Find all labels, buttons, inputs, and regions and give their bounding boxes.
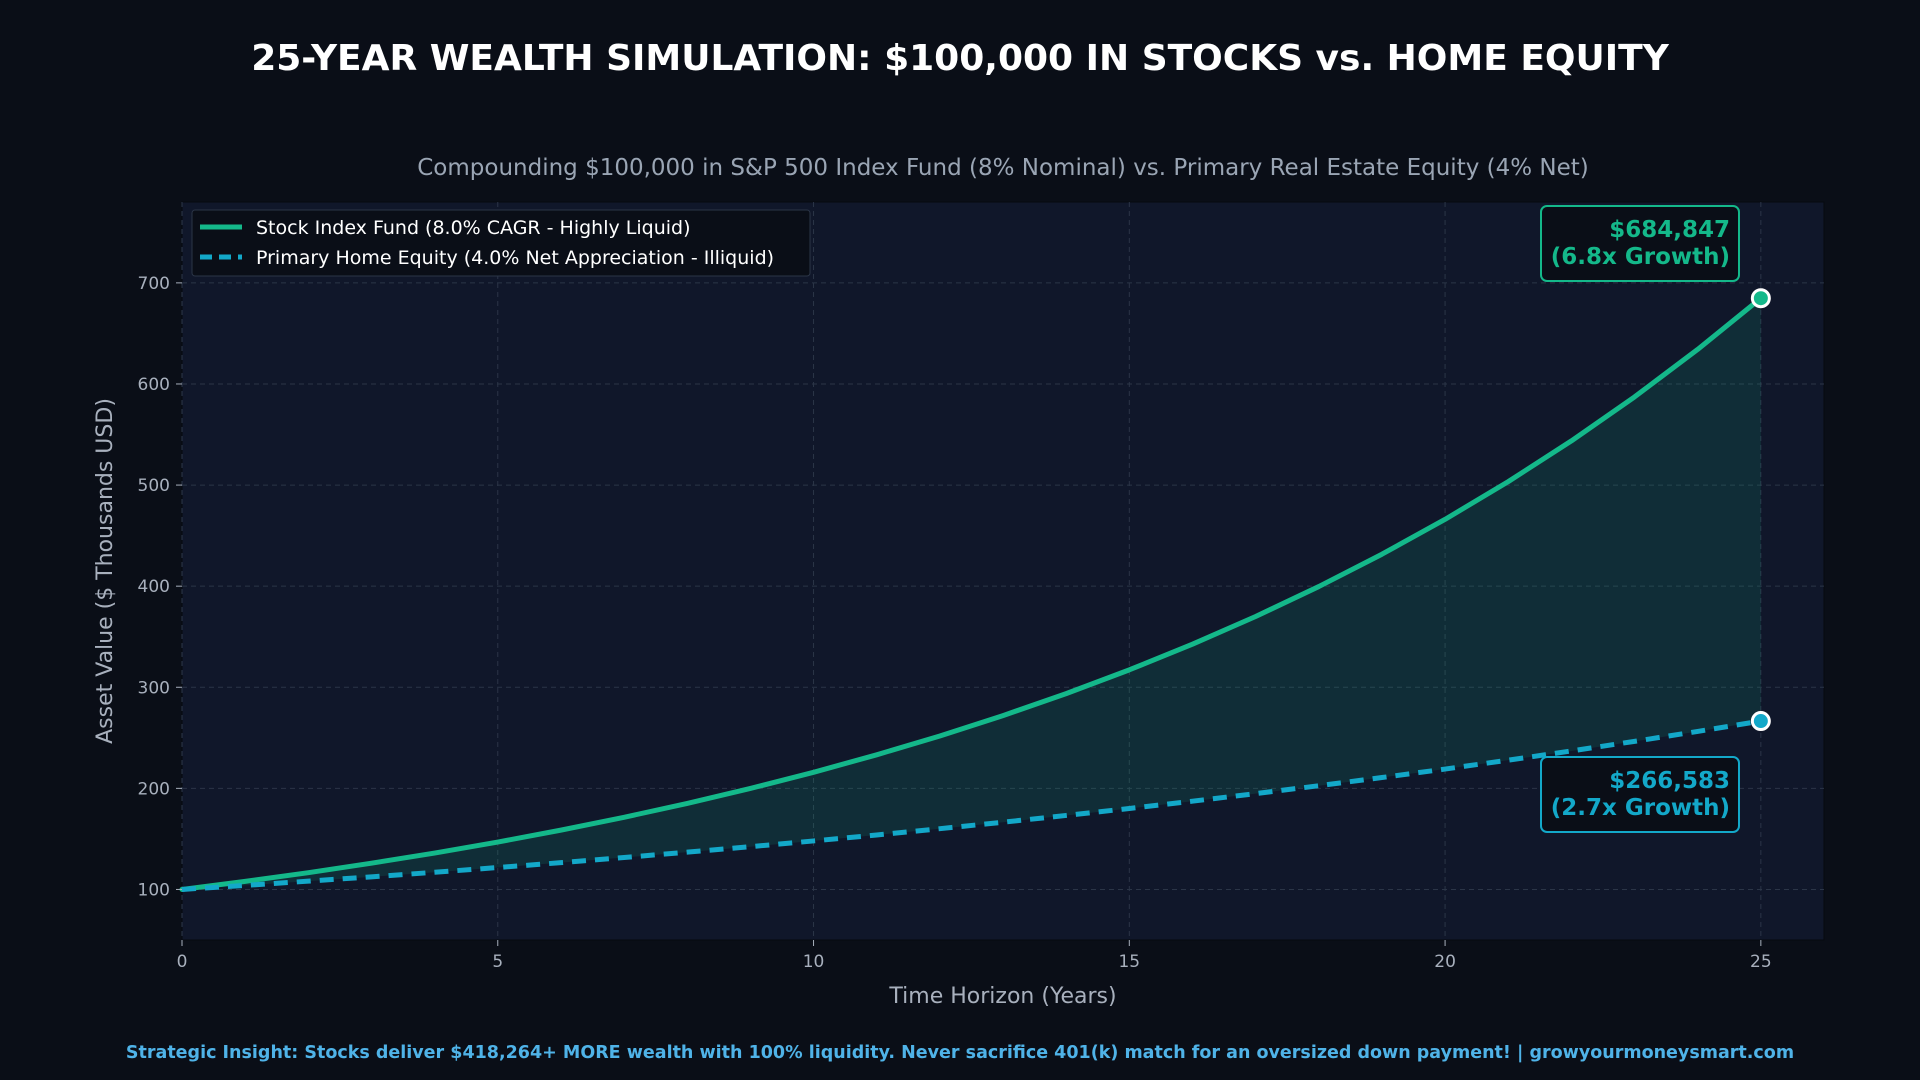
annotation-stock: $684,847 (6.8x Growth)	[1540, 205, 1740, 282]
legend-box	[191, 209, 811, 277]
x-tick-label-0: 0	[177, 952, 188, 972]
chart-subtitle: Compounding $100,000 in S&P 500 Index Fu…	[417, 155, 1589, 181]
footer-insight: Strategic Insight: Stocks deliver $418,2…	[126, 1043, 1794, 1063]
series-lines	[179, 295, 1764, 892]
series-line-home	[181, 718, 1762, 892]
legend-label-home: Primary Home Equity (4.0% Net Appreciati…	[256, 247, 774, 269]
annotation-growth-stock: (6.8x Growth)	[1551, 244, 1730, 270]
legend: Stock Index Fund (8.0% CAGR - Highly Liq…	[191, 209, 811, 277]
end-marker-home	[1750, 711, 1771, 732]
x-tick-label-25: 25	[1750, 952, 1772, 972]
y-tick-label-700: 700	[138, 274, 170, 294]
annotation-home: $266,583 (2.7x Growth)	[1540, 756, 1740, 833]
x-tick-label-20: 20	[1434, 952, 1456, 972]
x-tick-label-5: 5	[492, 952, 503, 972]
area-fill	[182, 298, 1761, 890]
y-tick-label-200: 200	[138, 779, 170, 799]
legend-label-stock: Stock Index Fund (8.0% CAGR - Highly Liq…	[256, 217, 691, 239]
y-tick-label-300: 300	[138, 678, 170, 698]
y-tick-label-400: 400	[138, 577, 170, 597]
end-markers	[1750, 288, 1771, 732]
y-axis-label: Asset Value ($ Thousands USD)	[93, 398, 118, 744]
y-tick-label-500: 500	[138, 476, 170, 496]
axis-ticks: 0 5 10 15 20 25 100 200 300 400 500 600 700	[138, 274, 1772, 972]
annotation-growth-home: (2.7x Growth)	[1551, 795, 1730, 821]
area-between-series	[182, 298, 1761, 890]
end-marker-stock	[1750, 288, 1771, 309]
annotation-value-home: $266,583	[1609, 768, 1730, 794]
series-line-stock	[179, 295, 1764, 892]
x-axis-label: Time Horizon (Years)	[888, 984, 1116, 1009]
y-tick-label-600: 600	[138, 375, 170, 395]
x-tick-label-15: 15	[1118, 952, 1140, 972]
chart-title: 25-YEAR WEALTH SIMULATION: $100,000 IN S…	[251, 38, 1670, 79]
annotation-box-home	[1540, 756, 1740, 833]
annotation-box-stock	[1540, 205, 1740, 282]
x-tick-label-10: 10	[803, 952, 825, 972]
annotation-value-stock: $684,847	[1609, 217, 1730, 243]
y-tick-label-100: 100	[138, 880, 170, 900]
